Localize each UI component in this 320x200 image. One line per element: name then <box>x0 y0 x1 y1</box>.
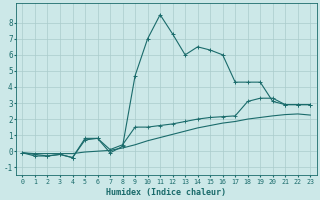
X-axis label: Humidex (Indice chaleur): Humidex (Indice chaleur) <box>106 188 226 197</box>
